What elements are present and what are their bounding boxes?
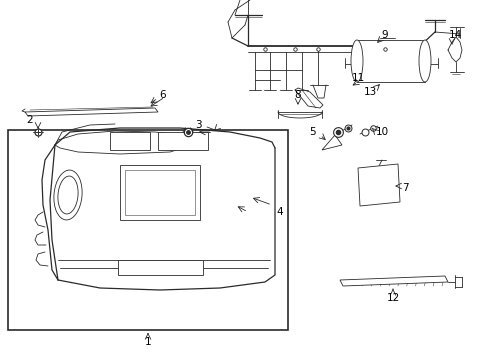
Text: 14: 14 bbox=[447, 30, 461, 40]
Bar bbox=[120, 165, 200, 220]
Polygon shape bbox=[321, 135, 341, 150]
Text: 10: 10 bbox=[375, 127, 388, 137]
Polygon shape bbox=[25, 108, 158, 116]
Bar bbox=[8, 130, 287, 330]
Bar bbox=[125, 170, 195, 215]
Text: 1: 1 bbox=[144, 337, 151, 347]
Bar bbox=[158, 132, 207, 150]
Text: 8: 8 bbox=[294, 90, 301, 100]
Bar bbox=[356, 40, 424, 82]
Polygon shape bbox=[339, 276, 447, 286]
Text: 2: 2 bbox=[27, 115, 33, 125]
Text: 13: 13 bbox=[363, 87, 376, 97]
Text: 7: 7 bbox=[401, 183, 407, 193]
Ellipse shape bbox=[58, 176, 78, 214]
Text: 6: 6 bbox=[160, 90, 166, 100]
Bar bbox=[118, 260, 203, 275]
Text: 9: 9 bbox=[381, 30, 387, 40]
Ellipse shape bbox=[54, 170, 82, 220]
Ellipse shape bbox=[350, 40, 362, 82]
Text: 3: 3 bbox=[194, 120, 201, 130]
Text: 11: 11 bbox=[351, 73, 364, 83]
Text: 5: 5 bbox=[308, 127, 315, 137]
Ellipse shape bbox=[418, 40, 430, 82]
Polygon shape bbox=[357, 164, 399, 206]
Text: 12: 12 bbox=[386, 293, 399, 303]
Bar bbox=[110, 132, 150, 150]
Text: 4: 4 bbox=[276, 207, 283, 217]
